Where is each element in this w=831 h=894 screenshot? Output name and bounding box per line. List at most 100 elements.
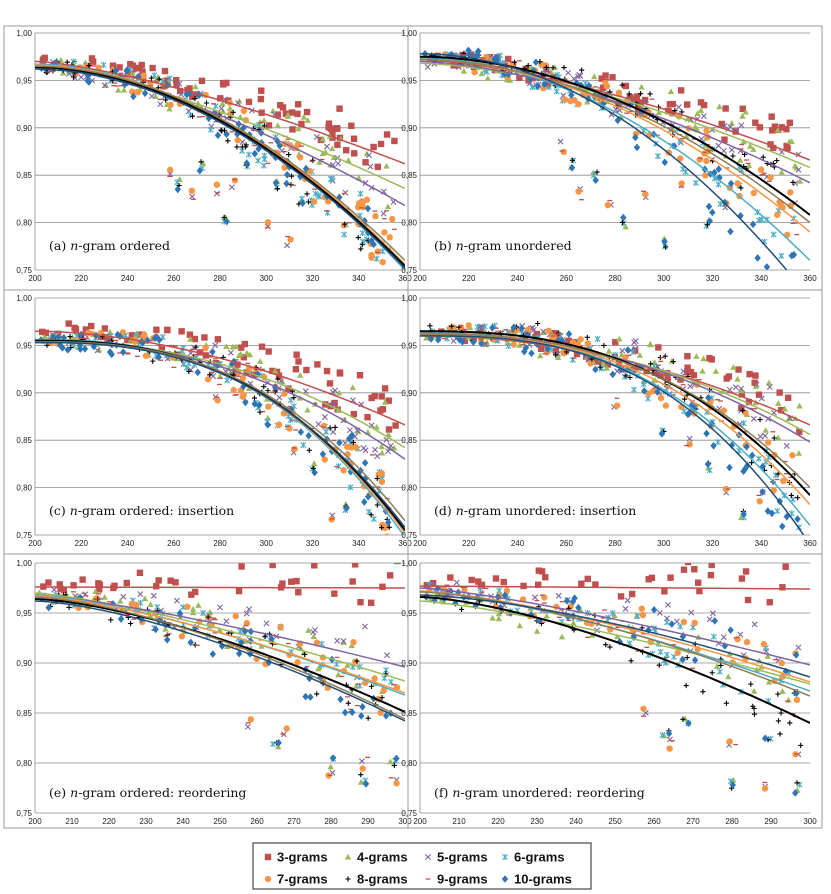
data-point [288,405,295,414]
data-point [525,77,532,84]
data-point [271,367,279,374]
data-point [332,424,338,431]
data-point [204,376,212,383]
plot-area [35,320,405,535]
data-point [662,353,668,359]
data-point [584,575,591,583]
data-point [677,623,684,630]
data-point [340,639,347,645]
data-point [157,101,164,108]
data-point [571,594,578,602]
data-point [214,336,222,343]
data-point [350,638,357,646]
data-point [223,217,230,226]
data-point [70,74,77,80]
x-tick-label: 360 [398,274,412,283]
data-point [374,453,381,460]
data-point [95,580,102,587]
data-point [685,409,693,418]
x-tick-label: 280 [608,274,622,283]
data-point [156,336,163,344]
y-tick-label: 1,00 [16,294,32,303]
data-point [150,358,156,364]
data-point [84,76,91,85]
data-point [178,633,186,640]
data-point [571,97,578,104]
data-point [709,610,716,617]
data-point [386,572,394,579]
data-point [666,736,673,743]
data-point [493,53,500,62]
data-point [725,673,732,680]
data-point [337,695,344,704]
data-point [655,109,663,116]
data-point [481,323,488,330]
data-point [246,351,254,358]
data-point [654,388,661,396]
data-point [140,72,147,79]
data-point [607,644,613,650]
y-tick-label: 1,00 [401,29,417,38]
data-point [793,689,800,698]
data-point [368,251,375,259]
data-point [475,578,482,585]
data-point [553,352,559,358]
data-point [263,620,270,627]
y-tick-label: 0,85 [401,436,417,445]
data-point [622,605,629,612]
data-point [788,492,794,499]
data-point [570,619,577,626]
data-point [82,326,90,333]
data-point [357,779,365,785]
data-point [216,626,223,633]
data-point [598,75,605,82]
data-point [648,574,656,582]
data-point [640,381,647,388]
data-point [237,350,244,357]
data-point [563,597,571,605]
data-point [269,741,276,748]
data-point [151,72,158,79]
data-point [579,67,585,73]
trend-line-8-grams [420,596,810,724]
data-point [634,613,641,620]
legend-marker [425,854,431,860]
data-point [673,618,680,625]
data-point [151,334,159,342]
data-point [633,93,641,100]
data-point [150,592,157,599]
data-point [281,390,288,397]
data-point [775,718,782,724]
data-point [184,603,191,610]
data-point [243,159,250,167]
data-point [285,385,292,392]
legend-item-9-grams: 9-grams [425,872,488,887]
data-point [172,579,179,586]
data-point [158,346,166,353]
data-point [548,334,556,341]
data-point [117,615,125,623]
data-point [631,347,639,354]
data-point [247,627,255,636]
data-point [668,357,676,364]
data-point [792,180,799,187]
data-point [680,368,687,375]
data-point [486,53,494,61]
data-point [661,588,668,595]
data-point [191,335,199,343]
data-point [362,780,370,788]
data-point [783,125,790,133]
data-point [631,386,637,393]
x-tick-label: 210 [65,817,79,826]
data-point [148,93,155,100]
data-point [460,67,468,74]
y-tick-label: 0,90 [401,124,417,133]
data-point [188,187,196,194]
data-point [362,159,369,166]
x-tick-label: 360 [803,539,817,548]
data-point [565,337,573,345]
data-point [234,144,240,150]
data-point [685,719,692,728]
data-point [291,395,297,401]
